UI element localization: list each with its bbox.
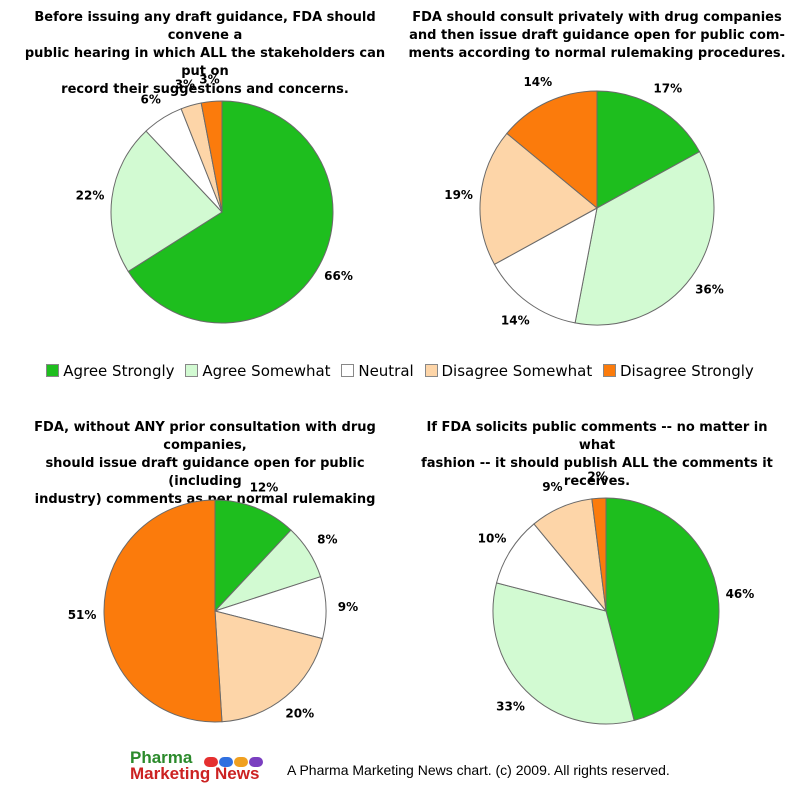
legend-item-agree-somewhat: Agree Somewhat bbox=[185, 362, 331, 380]
slice-label: 10% bbox=[478, 532, 507, 546]
pie-slice-agree-strongly bbox=[214, 499, 292, 613]
slice-label: 22% bbox=[76, 188, 105, 202]
pie-slice-disagree-strongly bbox=[591, 497, 607, 612]
pill-capsules-icon bbox=[204, 752, 264, 771]
slice-label: 9% bbox=[542, 480, 562, 494]
slice-label: 3% bbox=[175, 77, 195, 91]
logo-line-1: Pharma bbox=[130, 748, 193, 767]
pie-slice-disagree-strongly bbox=[506, 90, 598, 210]
pie-chart-1: 66% 22% 6% 3% 3% bbox=[76, 73, 353, 324]
legend-swatch bbox=[602, 364, 616, 377]
legend-swatch bbox=[341, 364, 355, 377]
legend-item-neutral: Neutral bbox=[341, 362, 414, 380]
pie-slice-neutral bbox=[493, 207, 598, 324]
pie-slice-agree-strongly bbox=[605, 497, 720, 722]
slice-label: 17% bbox=[653, 81, 682, 95]
pie-chart-4: 46% 33% 10% 9% 2% bbox=[478, 469, 755, 725]
slice-label: 6% bbox=[141, 93, 161, 107]
legend-item-disagree-strongly: Disagree Strongly bbox=[602, 362, 754, 380]
slice-label: 46% bbox=[726, 587, 755, 601]
slice-label: 12% bbox=[250, 480, 279, 494]
legend-swatch bbox=[46, 364, 60, 377]
legend-swatch bbox=[185, 364, 199, 377]
pie-slice-agree-strongly bbox=[596, 90, 701, 209]
pie-slice-agree-strongly bbox=[127, 100, 334, 324]
pie-slice-agree-somewhat bbox=[574, 150, 715, 326]
legend-item-disagree-somewhat: Disagree Somewhat bbox=[424, 362, 593, 380]
pie-slice-disagree-somewhat bbox=[214, 610, 324, 723]
legend-label: Disagree Somewhat bbox=[441, 362, 593, 380]
chart-title-1: Before issuing any draft guidance, FDA s… bbox=[24, 10, 386, 97]
slice-label: 66% bbox=[324, 269, 353, 283]
slice-label: 36% bbox=[695, 283, 724, 297]
slice-label: 8% bbox=[317, 533, 337, 547]
pie-slice-agree-somewhat bbox=[110, 130, 223, 273]
chart-title-2: FDA should consult privately with drug c… bbox=[408, 10, 786, 61]
legend-label: Agree Strongly bbox=[63, 362, 175, 380]
pie-slice-disagree-strongly bbox=[200, 100, 223, 213]
slice-label: 33% bbox=[496, 699, 525, 713]
slice-label: 14% bbox=[501, 313, 530, 327]
slice-label: 9% bbox=[338, 600, 358, 614]
chart-title-4: If FDA solicits public comments -- no ma… bbox=[421, 420, 773, 489]
slice-label: 19% bbox=[444, 188, 473, 202]
logo-text: Pharma Marketing News bbox=[130, 748, 275, 783]
legend-label: Neutral bbox=[358, 362, 414, 380]
legend: Agree Strongly Agree Somewhat Neutral Di… bbox=[0, 362, 800, 380]
slice-label: 51% bbox=[68, 608, 97, 622]
legend-item-agree-strongly: Agree Strongly bbox=[46, 362, 175, 380]
logo-line-2: Marketing News bbox=[130, 764, 260, 783]
pie-slice-disagree-somewhat bbox=[479, 132, 598, 266]
pie-slice-agree-somewhat bbox=[492, 582, 635, 725]
slice-label: 14% bbox=[523, 75, 552, 89]
pie-slice-disagree-strongly bbox=[103, 499, 223, 723]
slice-label: 3% bbox=[199, 73, 219, 87]
copyright-footer: A Pharma Marketing News chart. (c) 2009.… bbox=[287, 762, 670, 778]
chart-title-3: FDA, without ANY prior consultation with… bbox=[34, 420, 376, 525]
slice-label: 20% bbox=[285, 706, 314, 720]
legend-label: Disagree Strongly bbox=[619, 362, 754, 380]
pie-chart-2: 17% 36% 14% 19% 14% bbox=[444, 75, 724, 327]
legend-label: Agree Somewhat bbox=[202, 362, 331, 380]
pie-chart-3: 12% 8% 9% 20% 51% bbox=[68, 480, 358, 723]
slice-label: 2% bbox=[587, 469, 607, 483]
legend-swatch bbox=[424, 364, 438, 377]
pie-slice-neutral bbox=[495, 523, 608, 612]
pharma-marketing-news-logo: Pharma Marketing News bbox=[130, 748, 275, 786]
